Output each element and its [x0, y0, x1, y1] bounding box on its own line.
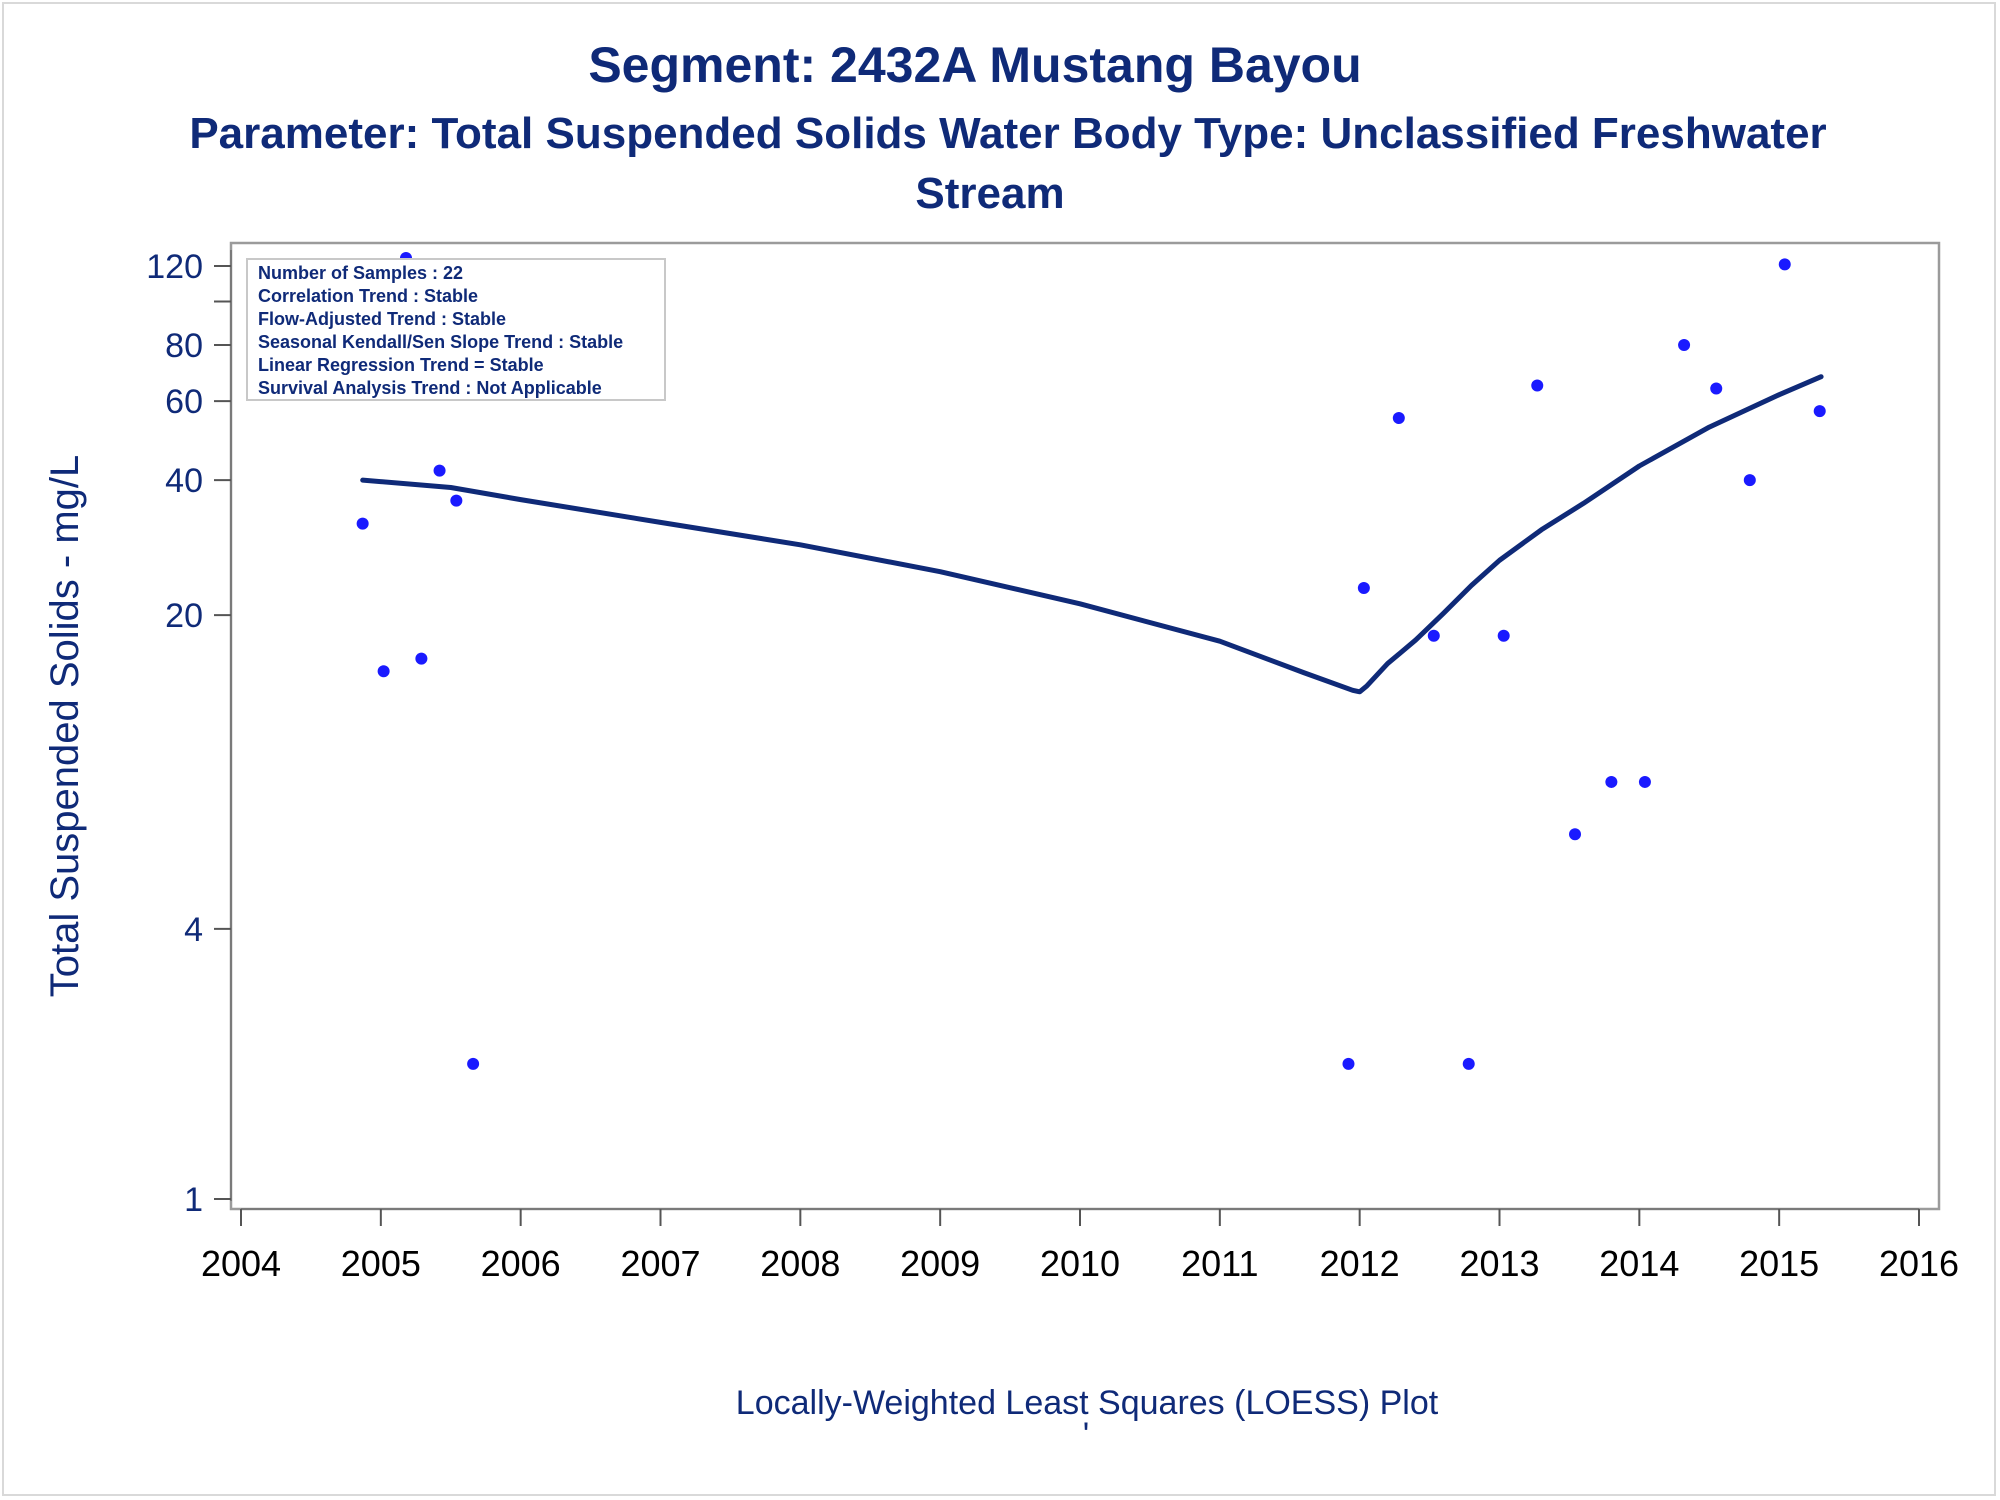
data-point [1710, 382, 1723, 395]
data-point [433, 464, 446, 477]
y-tick-label: 60 [165, 383, 203, 421]
stats-box: Number of Samples : 22 Correlation Trend… [246, 258, 666, 401]
loess-layer [360, 374, 1824, 695]
data-point [1638, 775, 1651, 788]
data-point [1531, 379, 1544, 392]
loess-trend-line [360, 374, 1824, 695]
data-point [415, 652, 428, 665]
x-tick-label: 2004 [201, 1243, 281, 1284]
y-tick-label: 80 [165, 327, 203, 365]
stats-flow-adjusted-trend: Flow-Adjusted Trend : Stable [258, 309, 506, 329]
x-tick-label: 2011 [1181, 1243, 1258, 1284]
data-point [1678, 339, 1691, 352]
data-point [1743, 474, 1756, 487]
x-tick-label: 2012 [1320, 1243, 1400, 1284]
x-tick-label: 2006 [481, 1243, 561, 1284]
y-tick-label: 20 [165, 597, 203, 635]
stats-linear-regression-trend: Linear Regression Trend = Stable [258, 355, 544, 375]
data-point [377, 665, 390, 678]
stats-correlation-trend: Correlation Trend : Stable [258, 286, 478, 306]
data-point [1813, 405, 1826, 418]
x-tick-label: 2009 [900, 1243, 980, 1284]
data-point [1357, 581, 1370, 594]
x-tick-label: 2016 [1879, 1243, 1959, 1284]
chart-subtitle-line1: Parameter: Total Suspended Solids Water … [189, 109, 1826, 158]
stats-samples: Number of Samples : 22 [258, 263, 463, 283]
x-axis: 2004 2005 2006 2007 2008 2009 2010 2011 2012 2013… [201, 1208, 1959, 1284]
x-tick-label: 2015 [1739, 1243, 1819, 1284]
stats-box-border [246, 258, 666, 401]
y-tick-label: 120 [146, 248, 203, 286]
chart-subtitle-line2: Stream [915, 169, 1064, 218]
data-point [1427, 629, 1440, 642]
x-tick-label: 2008 [760, 1243, 840, 1284]
data-point [467, 1057, 480, 1070]
data-point [1605, 775, 1618, 788]
x-tick-label: 2005 [341, 1243, 421, 1284]
data-point [356, 517, 369, 530]
data-point [1497, 629, 1510, 642]
y-axis-title: Total Suspended Solids - mg/L [43, 455, 87, 998]
y-tick-label: 40 [165, 462, 203, 500]
stats-survival-analysis-trend: Survival Analysis Trend : Not Applicable [258, 378, 602, 398]
x-tick-label: 2010 [1040, 1243, 1120, 1284]
data-point [1392, 412, 1405, 425]
data-point [1462, 1057, 1475, 1070]
data-point [1342, 1057, 1355, 1070]
data-point [1778, 258, 1791, 271]
footnote-mark: ' [1083, 1416, 1090, 1454]
data-point [1569, 828, 1582, 841]
y-tick-label: 1 [184, 1181, 203, 1219]
stats-seasonal-kendall-trend: Seasonal Kendall/Sen Slope Trend : Stabl… [258, 332, 623, 352]
y-axis: 1 4 20 40 60 80 120 [146, 248, 232, 1219]
x-tick-label: 2007 [620, 1243, 700, 1284]
chart-footnote: Locally-Weighted Least Squares (LOESS) P… [736, 1384, 1439, 1422]
chart-title: Segment: 2432A Mustang Bayou [588, 37, 1361, 93]
y-tick-label: 4 [184, 911, 203, 949]
x-tick-label: 2014 [1599, 1243, 1679, 1284]
x-tick-label: 2013 [1459, 1243, 1539, 1284]
data-point [450, 494, 463, 507]
